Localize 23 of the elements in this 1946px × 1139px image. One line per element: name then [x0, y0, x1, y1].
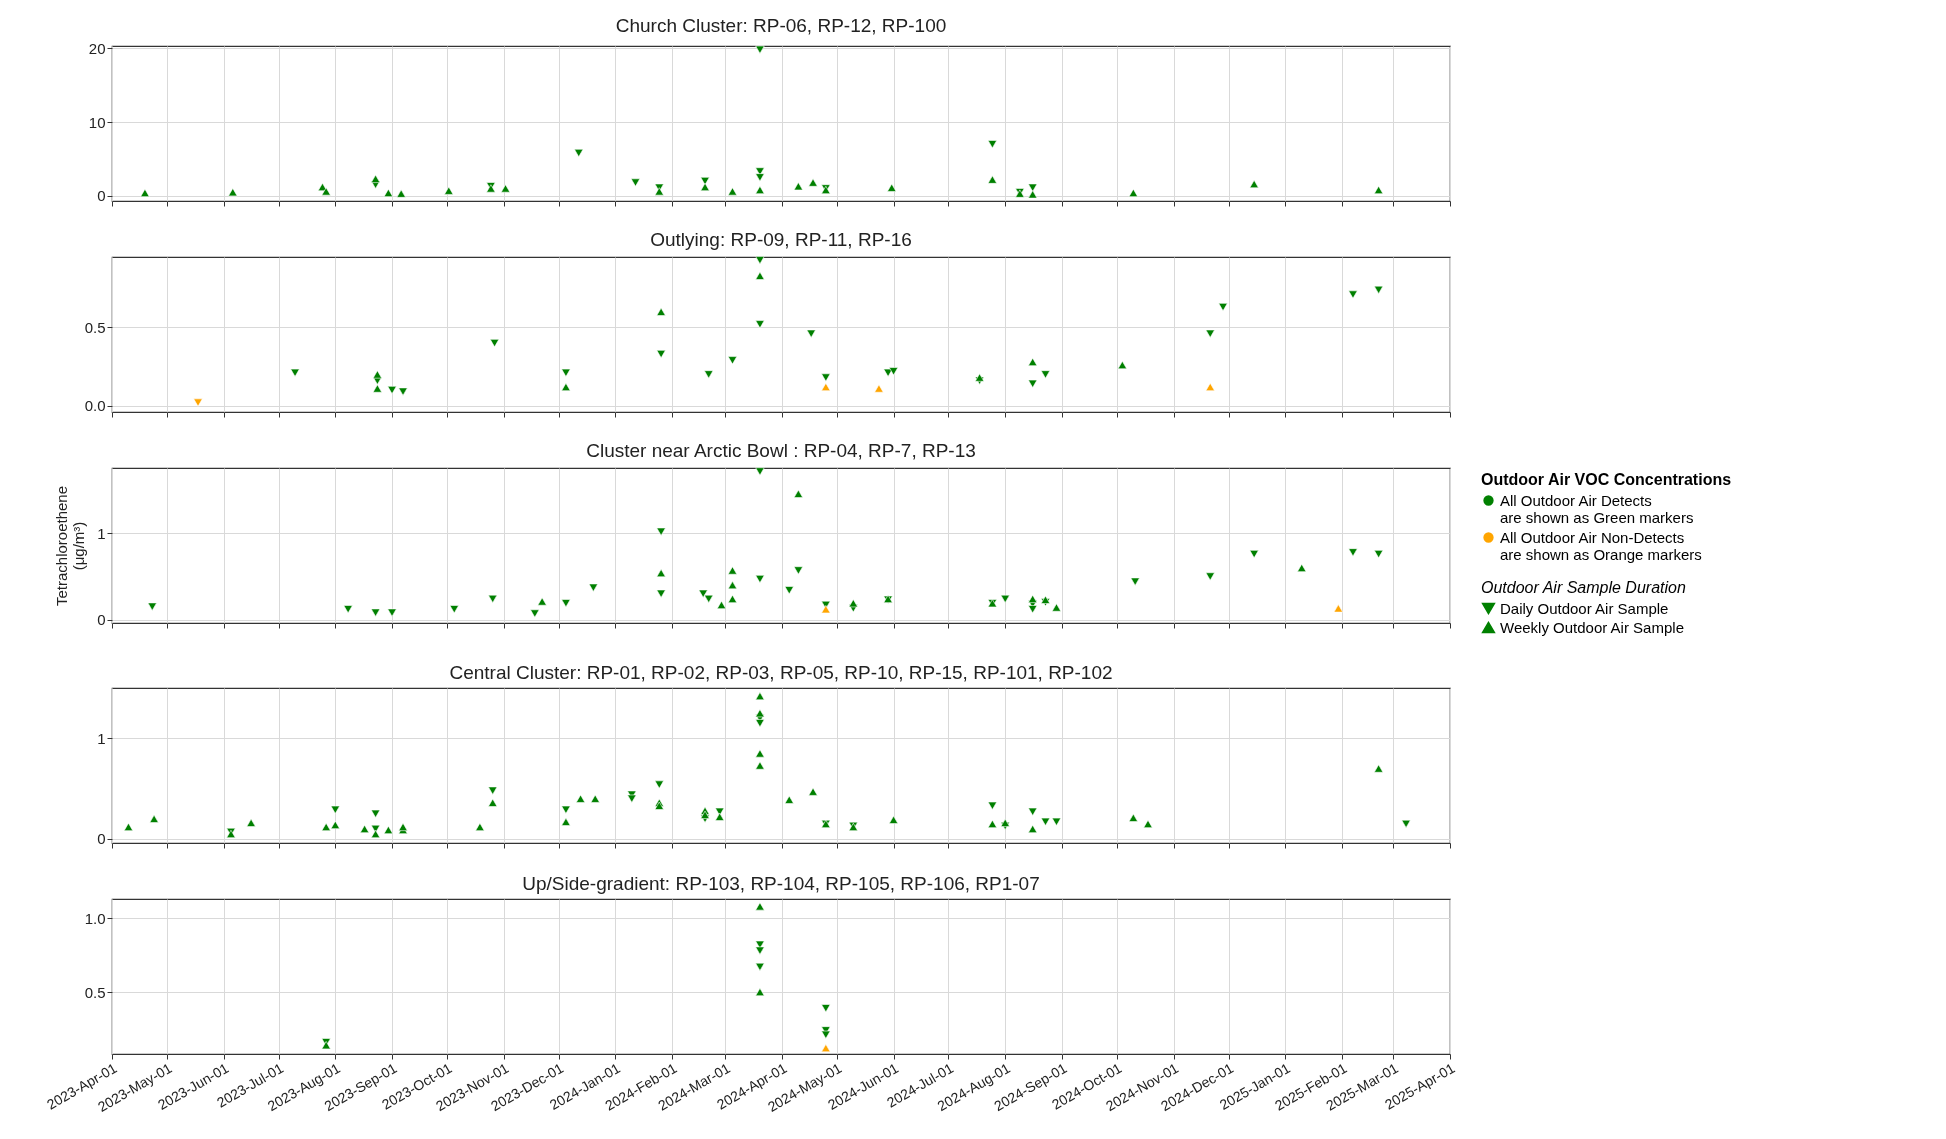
- y-tick-label: 1.0: [84, 909, 106, 927]
- y-tick-label: 1: [97, 729, 106, 747]
- y-tick-label: 1: [97, 524, 106, 542]
- y-tick-label: 0: [97, 611, 106, 629]
- y-tick-label: 0: [97, 187, 106, 205]
- y-tick-label: 10: [88, 113, 106, 131]
- text: Outdoor Air Sample Duration: [1481, 579, 1686, 596]
- legend-label: Daily Outdoor Air Sample: [1500, 599, 1669, 617]
- y-tick-label: 0.5: [84, 983, 106, 1001]
- text: All Outdoor Air Non-Detects are shown as Orange markers: [1500, 528, 1702, 563]
- text: All Outdoor Air Detects are shown as Green markers: [1500, 491, 1694, 526]
- y-tick-label: 0.5: [84, 318, 106, 336]
- legend-title: Outdoor Air VOC Concentrations: [1481, 471, 1732, 488]
- legend-label: Weekly Outdoor Air Sample: [1500, 618, 1684, 636]
- y-tick-label: 20: [88, 39, 106, 57]
- y-tick-label: 0: [97, 830, 106, 848]
- chart-title: Central Cluster: RP-01, RP-02, RP-03, RP-05, RP-10, RP-15, RP-101, RP-102: [449, 662, 1113, 683]
- chart-title: Up/Side-gradient: RP-103, RP-104, RP-105, RP-106, RP1-07: [522, 873, 1040, 894]
- chart-title: Church Cluster: RP-06, RP-12, RP-100: [615, 15, 947, 37]
- chart-title: Outlying: RP-09, RP-11, RP-16: [650, 229, 912, 251]
- y-axis-title: Tetrachloroethene (μg/m³): [53, 485, 88, 607]
- y-tick-label: 0.0: [84, 397, 106, 415]
- chart-title: Cluster near Arctic Bowl : RP-04, RP-7, RP-13: [586, 440, 976, 462]
